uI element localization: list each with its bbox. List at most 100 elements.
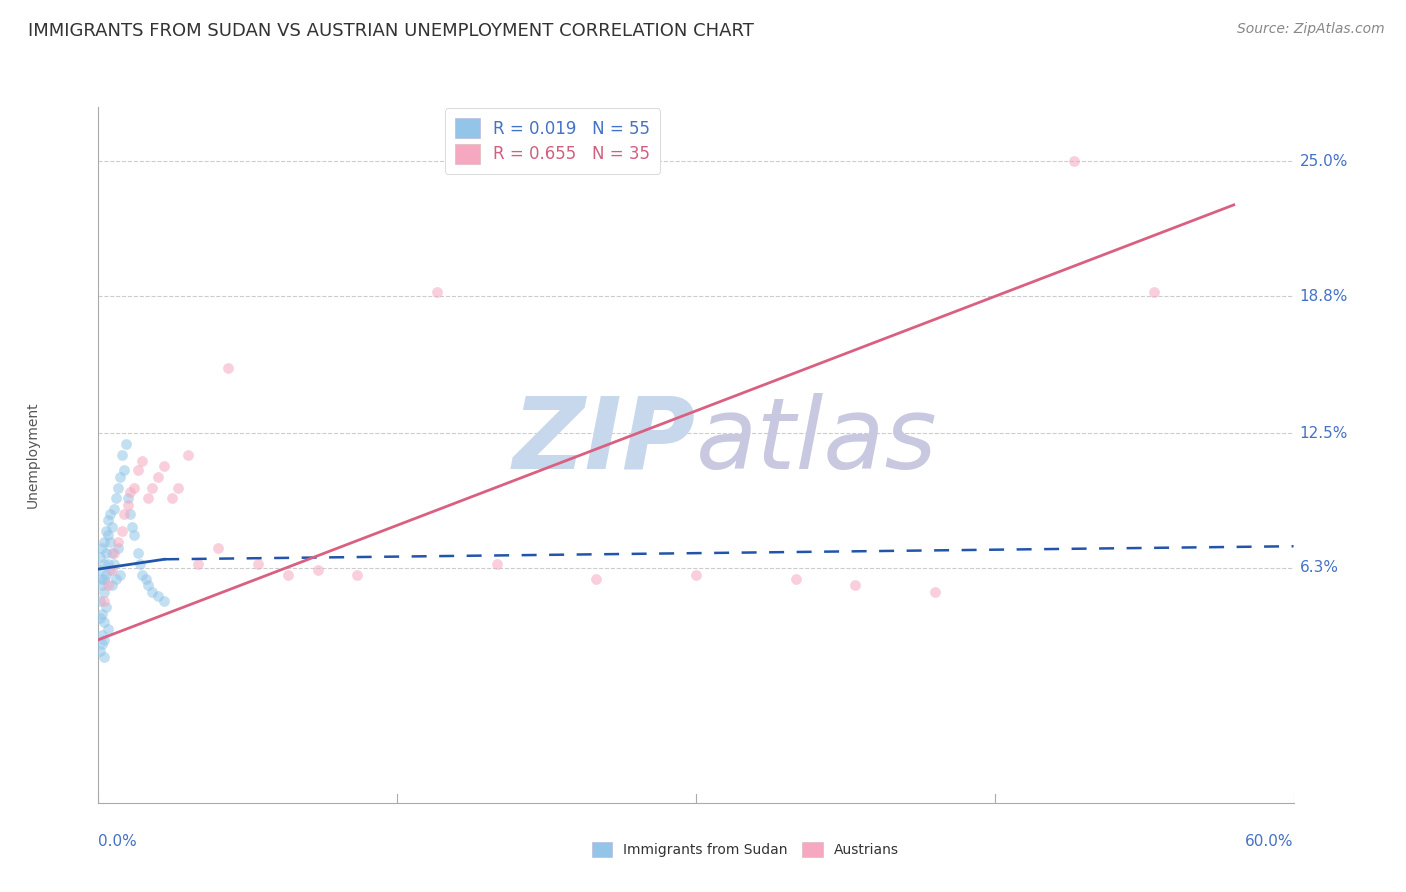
Point <box>110 567 132 582</box>
Point <box>246 557 269 571</box>
Text: 18.8%: 18.8% <box>1299 289 1348 303</box>
Point <box>89 593 111 607</box>
Point <box>177 448 200 462</box>
Point <box>93 534 115 549</box>
Text: IMMIGRANTS FROM SUDAN VS AUSTRIAN UNEMPLOYMENT CORRELATION CHART: IMMIGRANTS FROM SUDAN VS AUSTRIAN UNEMPL… <box>28 22 754 40</box>
Point <box>124 481 146 495</box>
Point <box>98 563 122 577</box>
Point <box>97 557 120 571</box>
Point <box>89 643 111 657</box>
Text: 60.0%: 60.0% <box>1246 834 1294 849</box>
Point <box>148 469 170 483</box>
Point <box>91 578 114 592</box>
Point <box>103 557 125 571</box>
Point <box>105 491 128 506</box>
Point <box>93 572 115 586</box>
Point <box>307 563 329 577</box>
Point <box>124 528 146 542</box>
Point <box>117 491 139 506</box>
Point <box>103 502 125 516</box>
Text: 0.0%: 0.0% <box>98 834 138 849</box>
Point <box>96 546 118 560</box>
Point <box>97 622 120 636</box>
Point <box>101 578 124 592</box>
Point <box>101 546 124 560</box>
Point <box>141 585 163 599</box>
Point <box>111 448 134 462</box>
Point <box>91 628 114 642</box>
Text: ZIP: ZIP <box>513 392 696 490</box>
Point <box>93 585 115 599</box>
Point <box>346 567 368 582</box>
Point <box>110 469 132 483</box>
Point <box>91 637 114 651</box>
Point <box>127 546 149 560</box>
Point <box>924 585 946 599</box>
Point <box>120 507 142 521</box>
Point <box>685 567 707 582</box>
Point <box>207 541 229 556</box>
Point <box>93 557 115 571</box>
Point <box>136 491 159 506</box>
Point <box>91 572 114 586</box>
Point <box>117 498 139 512</box>
Point <box>115 437 138 451</box>
Point <box>1143 285 1166 299</box>
Point <box>89 563 111 577</box>
Point <box>153 458 176 473</box>
Point <box>135 572 157 586</box>
Text: 25.0%: 25.0% <box>1299 154 1348 169</box>
Point <box>131 567 153 582</box>
Text: 6.3%: 6.3% <box>1299 560 1339 575</box>
Point <box>98 507 122 521</box>
Point <box>127 463 149 477</box>
Point <box>217 361 239 376</box>
Point <box>93 650 115 665</box>
Point <box>96 600 118 615</box>
Point <box>141 481 163 495</box>
Point <box>97 528 120 542</box>
Point <box>91 541 114 556</box>
Point <box>97 578 120 592</box>
Point <box>93 615 115 630</box>
Point <box>93 593 115 607</box>
Text: Source: ZipAtlas.com: Source: ZipAtlas.com <box>1237 22 1385 37</box>
Point <box>111 524 134 538</box>
Point <box>107 534 129 549</box>
Point <box>277 567 299 582</box>
Point <box>160 491 183 506</box>
Point <box>89 611 111 625</box>
Point <box>426 285 449 299</box>
Point <box>187 557 209 571</box>
Point <box>101 563 124 577</box>
Point <box>485 557 508 571</box>
Point <box>96 524 118 538</box>
Legend: Immigrants from Sudan, Austrians: Immigrants from Sudan, Austrians <box>586 837 904 863</box>
Point <box>89 550 111 565</box>
Text: Unemployment: Unemployment <box>25 401 39 508</box>
Point <box>96 567 118 582</box>
Point <box>105 572 128 586</box>
Point <box>101 519 124 533</box>
Point <box>112 463 135 477</box>
Point <box>120 484 142 499</box>
Point <box>585 572 607 586</box>
Text: 12.5%: 12.5% <box>1299 425 1348 441</box>
Point <box>97 513 120 527</box>
Point <box>1063 154 1085 169</box>
Point <box>112 507 135 521</box>
Point <box>107 481 129 495</box>
Legend: R = 0.019   N = 55, R = 0.655   N = 35: R = 0.019 N = 55, R = 0.655 N = 35 <box>444 109 661 174</box>
Point <box>98 534 122 549</box>
Point <box>103 546 125 560</box>
Point <box>129 557 152 571</box>
Point <box>136 578 159 592</box>
Point <box>167 481 190 495</box>
Point <box>107 541 129 556</box>
Point <box>91 607 114 621</box>
Point <box>121 519 143 533</box>
Point <box>844 578 866 592</box>
Point <box>131 454 153 468</box>
Point <box>153 593 176 607</box>
Point <box>93 632 115 647</box>
